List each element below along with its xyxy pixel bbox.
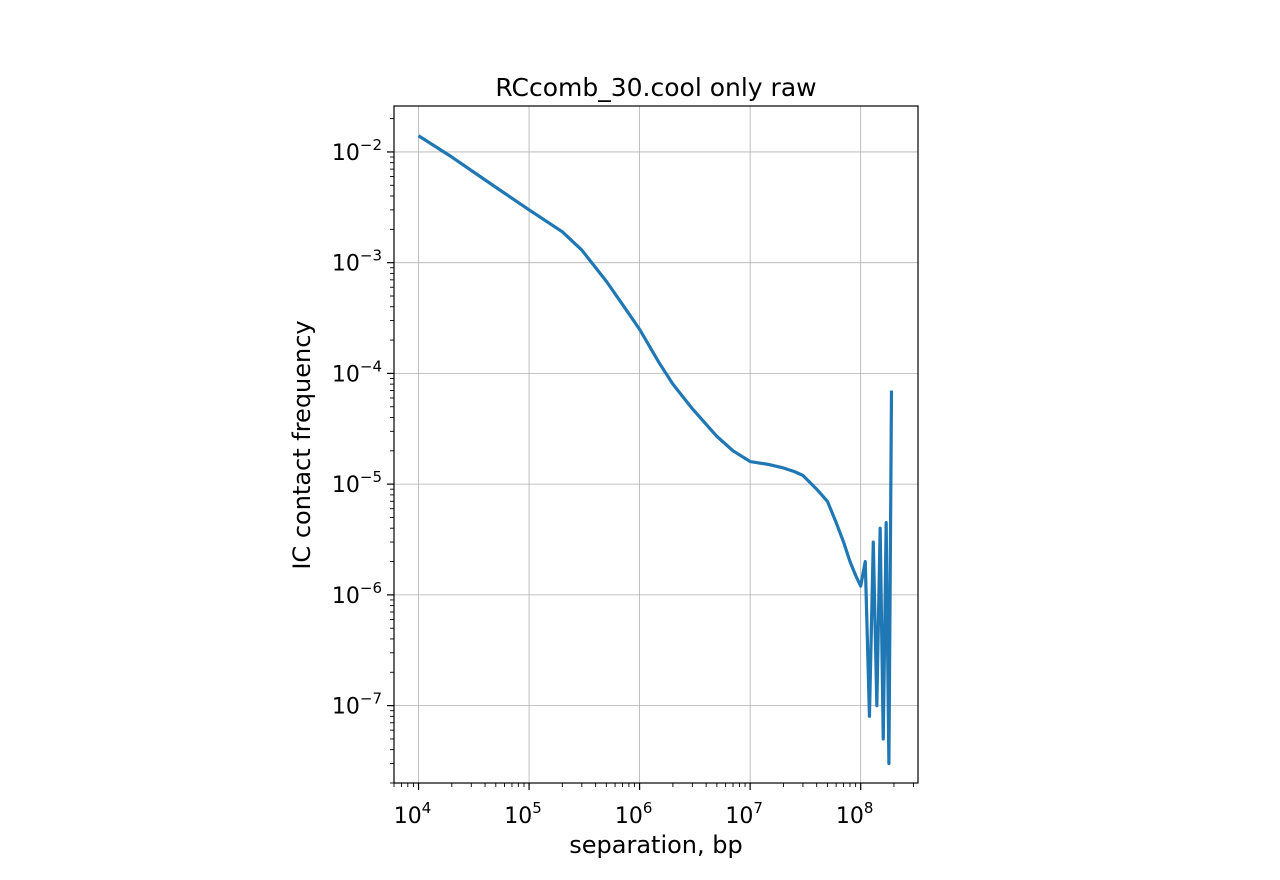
x-tick-label: 107 — [725, 799, 763, 829]
y-tick-label: 10−3 — [332, 247, 382, 277]
y-tick-label: 10−4 — [332, 357, 382, 387]
y-axis-title: IC contact frequency — [288, 320, 316, 569]
grid-lines — [394, 106, 918, 783]
x-tick-label: 105 — [504, 799, 542, 829]
x-axis-title: separation, bp — [569, 831, 742, 859]
y-tick-label: 10−2 — [332, 136, 382, 166]
x-tick-label: 108 — [836, 799, 874, 829]
y-tick-label: 10−7 — [332, 690, 382, 720]
y-tick-label: 10−5 — [332, 468, 382, 498]
x-tick-label: 104 — [394, 799, 432, 829]
y-tick-label: 10−6 — [332, 579, 382, 609]
plot-frame — [393, 105, 919, 784]
series-layer — [417, 134, 894, 766]
tick-marks — [387, 118, 914, 790]
x-tick-label: 106 — [615, 799, 653, 829]
chart-title: RCcomb_30.cool only raw — [495, 73, 816, 102]
series-line — [417, 134, 894, 766]
